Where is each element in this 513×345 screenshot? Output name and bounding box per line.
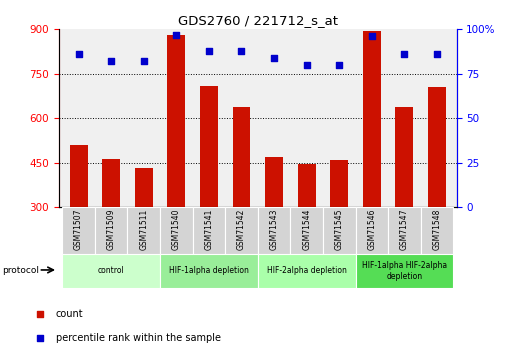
Title: GDS2760 / 221712_s_at: GDS2760 / 221712_s_at	[178, 14, 338, 27]
Bar	[160, 207, 192, 254]
Text: GSM71543: GSM71543	[269, 209, 279, 250]
Point	[335, 62, 343, 68]
Bar	[167, 35, 185, 207]
Bar	[356, 254, 453, 288]
Point	[140, 59, 148, 64]
Bar	[102, 159, 120, 207]
Text: GSM71548: GSM71548	[432, 209, 442, 250]
Bar	[330, 160, 348, 207]
Bar	[298, 164, 315, 207]
Bar	[160, 254, 258, 288]
Bar	[323, 207, 356, 254]
Bar	[192, 207, 225, 254]
Text: protocol: protocol	[3, 266, 40, 275]
Text: GSM71545: GSM71545	[335, 209, 344, 250]
Bar	[290, 207, 323, 254]
Point	[303, 62, 311, 68]
Bar	[428, 87, 446, 207]
Text: GSM71546: GSM71546	[367, 209, 377, 250]
Bar	[200, 86, 218, 207]
Bar	[95, 207, 127, 254]
Bar	[356, 207, 388, 254]
Text: count: count	[55, 309, 83, 318]
Text: GSM71509: GSM71509	[107, 209, 115, 250]
Text: HIF-1alpha HIF-2alpha
depletion: HIF-1alpha HIF-2alpha depletion	[362, 261, 447, 280]
Bar	[62, 207, 95, 254]
Text: control: control	[98, 266, 125, 275]
Point	[378, 33, 386, 38]
Text: HIF-1alpha depletion: HIF-1alpha depletion	[169, 266, 249, 275]
Bar	[258, 207, 290, 254]
Point	[433, 51, 441, 57]
Bar	[70, 145, 88, 207]
Bar	[363, 31, 381, 207]
Text: GSM71547: GSM71547	[400, 209, 409, 250]
Point	[378, 252, 386, 258]
Bar	[225, 207, 258, 254]
Text: GSM71511: GSM71511	[139, 209, 148, 250]
Point	[270, 55, 278, 60]
Point	[400, 51, 408, 57]
Bar	[388, 207, 421, 254]
Point	[172, 32, 181, 37]
Bar	[396, 107, 413, 207]
Point	[107, 59, 115, 64]
Text: percentile rank within the sample: percentile rank within the sample	[55, 333, 221, 343]
Point	[205, 48, 213, 53]
Bar	[421, 207, 453, 254]
Bar	[62, 254, 160, 288]
Bar	[127, 207, 160, 254]
Text: GSM71540: GSM71540	[172, 209, 181, 250]
Bar	[258, 254, 356, 288]
Text: GSM71507: GSM71507	[74, 209, 83, 250]
Text: GSM71542: GSM71542	[237, 209, 246, 250]
Bar	[135, 168, 153, 207]
Point	[368, 34, 376, 39]
Bar	[265, 157, 283, 207]
Point	[238, 48, 246, 53]
Bar	[232, 107, 250, 207]
Text: HIF-2alpha depletion: HIF-2alpha depletion	[267, 266, 347, 275]
Point	[74, 51, 83, 57]
Text: GSM71544: GSM71544	[302, 209, 311, 250]
Text: GSM71541: GSM71541	[204, 209, 213, 250]
